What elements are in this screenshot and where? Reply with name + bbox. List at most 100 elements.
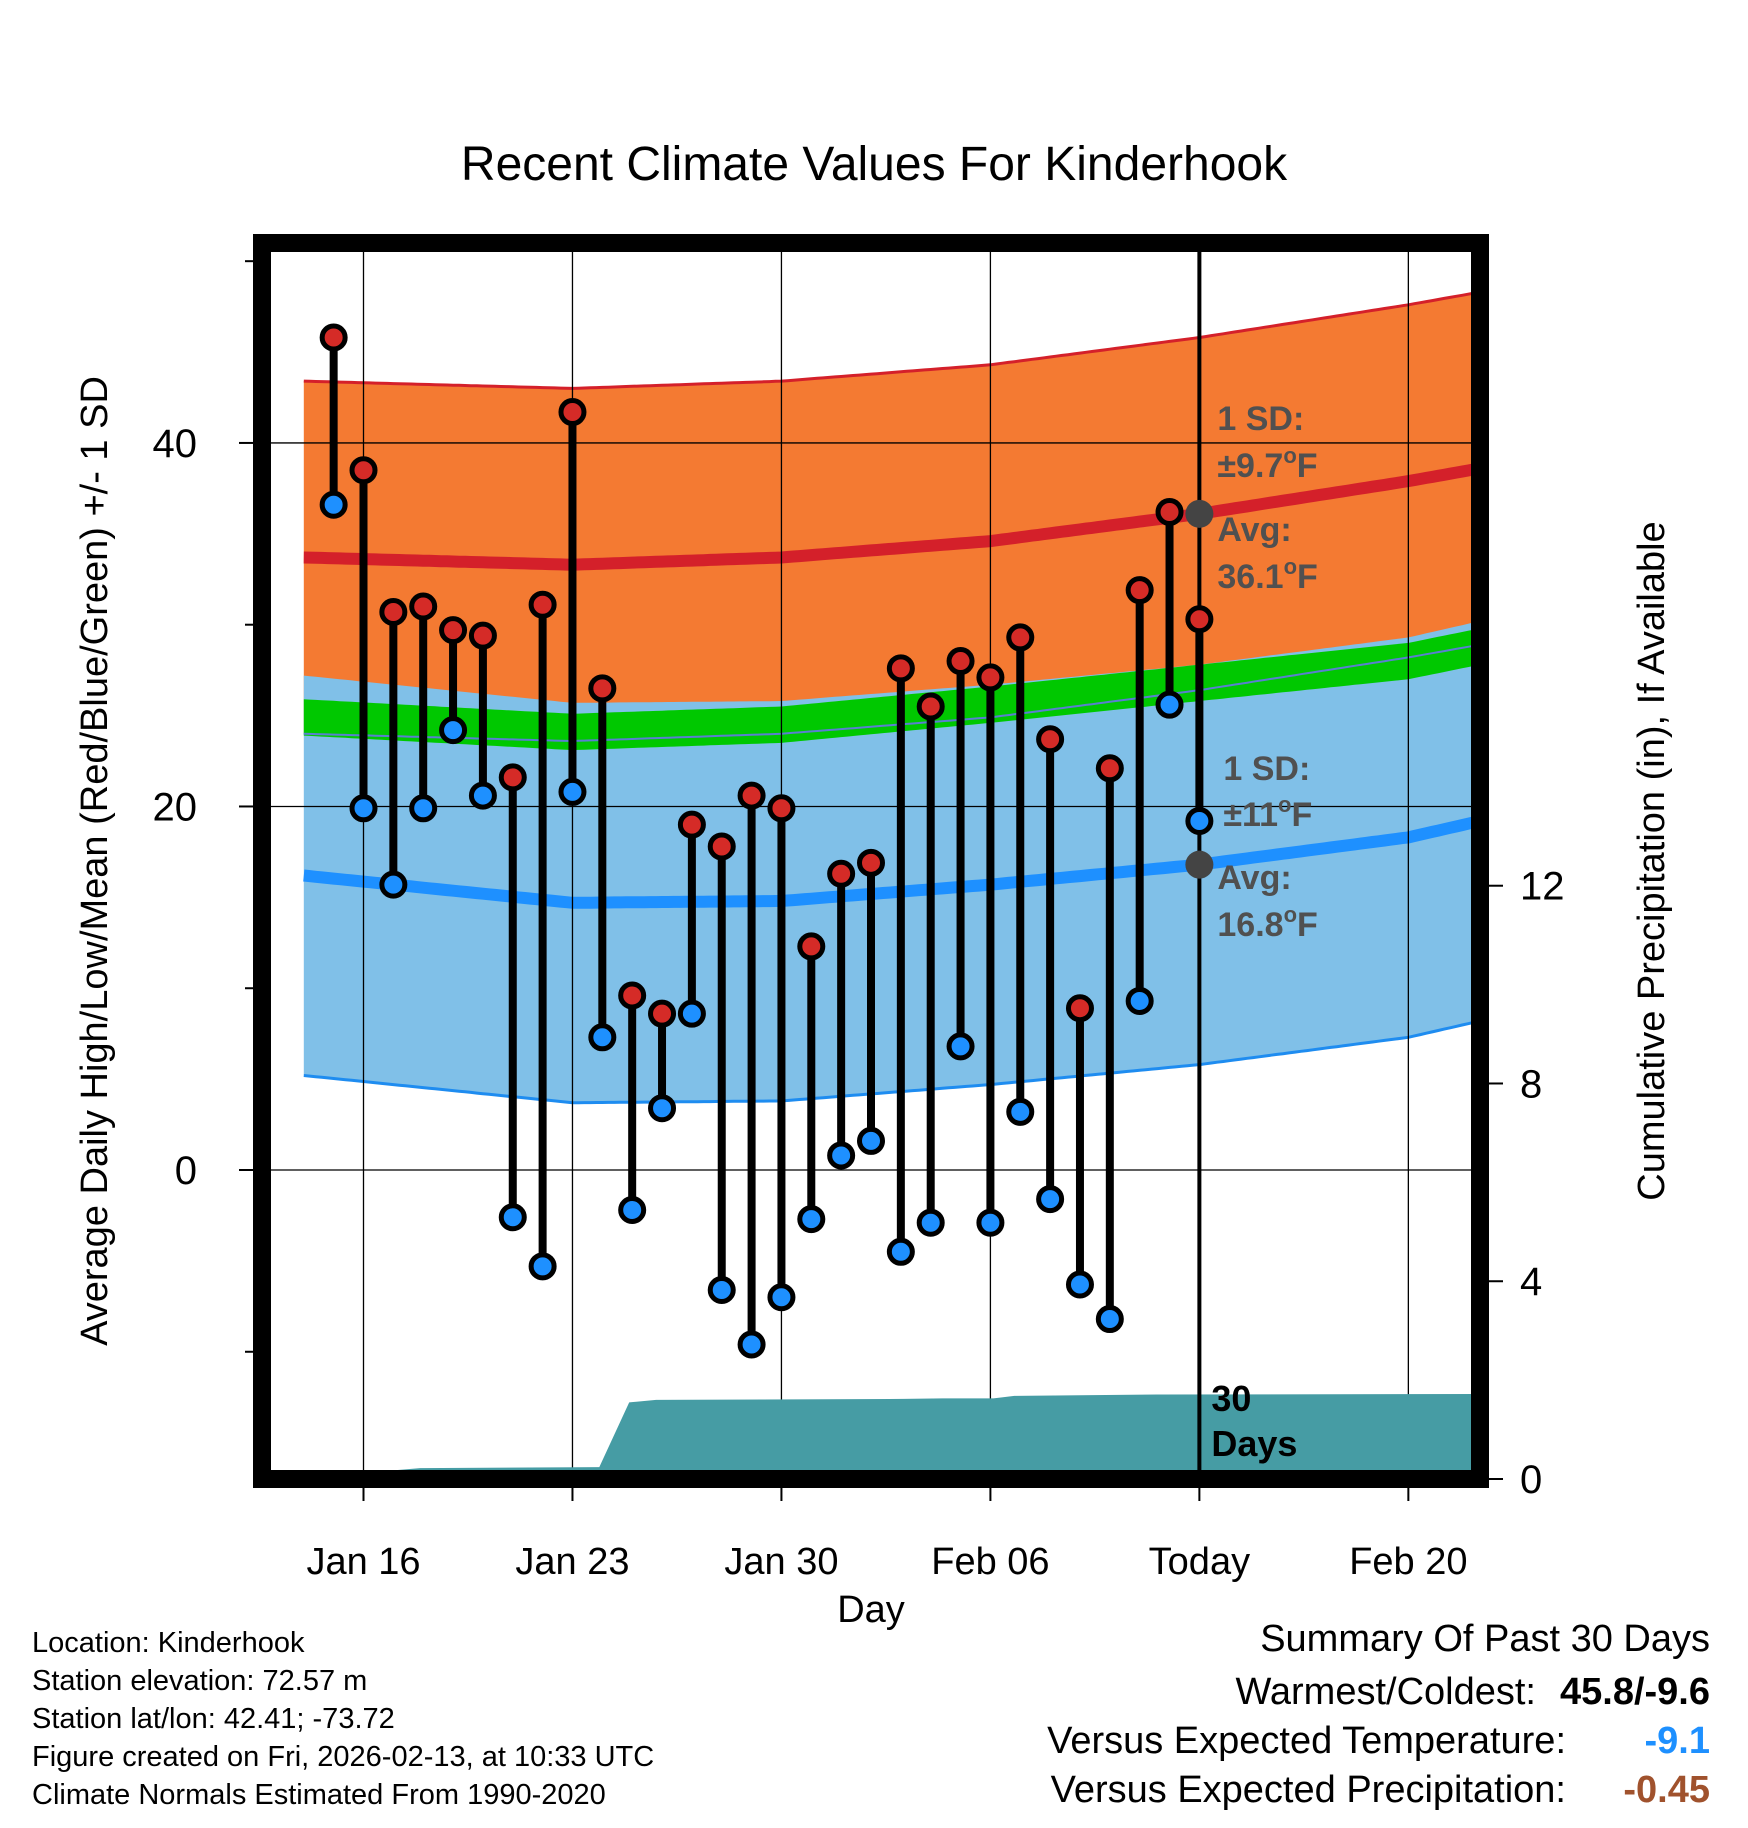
y-right-tick-label: 0 bbox=[1520, 1458, 1542, 1502]
warmest-value: 45.8/-9.6 bbox=[1560, 1671, 1710, 1713]
y-right-tick-label: 4 bbox=[1520, 1260, 1542, 1304]
x-tick-label: Jan 30 bbox=[724, 1541, 838, 1583]
low-sd-label: 1 SD: bbox=[1223, 750, 1310, 788]
high-normal-line bbox=[303, 462, 1480, 571]
high-marker bbox=[737, 781, 766, 810]
x-tick-label: Jan 16 bbox=[306, 1541, 420, 1583]
low-marker bbox=[1036, 1185, 1065, 1214]
high-marker bbox=[1036, 725, 1065, 754]
high-marker bbox=[797, 932, 826, 961]
plot-frame bbox=[253, 234, 1489, 1488]
high-sd-value: ±9.7oF bbox=[1217, 443, 1317, 485]
created-text: Figure created on Fri, 2026-02-13, at 10… bbox=[32, 1741, 655, 1773]
low-marker bbox=[707, 1275, 736, 1304]
elevation-text: Station elevation: 72.57 m bbox=[32, 1665, 368, 1697]
normal-bands bbox=[303, 290, 1480, 1105]
annotations: 1 SD: ±9.7oF Avg: 36.1oF 1 SD: ±11oF Avg: 16.8o… bbox=[1185, 400, 1318, 1464]
low-marker bbox=[528, 1252, 557, 1281]
high-marker bbox=[1065, 994, 1094, 1023]
warmest-row: Warmest/Coldest: 45.8/-9.6 bbox=[1047, 1671, 1710, 1714]
high-avg-value: 36.1oF bbox=[1217, 554, 1317, 596]
high-marker bbox=[916, 692, 945, 721]
low-sd-value: ±11oF bbox=[1223, 792, 1312, 834]
chart-title: Recent Climate Values For Kinderhook bbox=[461, 138, 1288, 191]
high-marker bbox=[498, 763, 527, 792]
high-marker bbox=[439, 616, 468, 645]
high-marker bbox=[618, 981, 647, 1010]
high-marker bbox=[1095, 754, 1124, 783]
days-word-label: Days bbox=[1211, 1423, 1297, 1464]
low-marker bbox=[677, 999, 706, 1028]
days-number-label: 30 bbox=[1211, 1378, 1251, 1419]
y-tick-label: 20 bbox=[153, 785, 198, 829]
high-marker bbox=[349, 456, 378, 485]
low-normal-line bbox=[303, 815, 1480, 909]
high-marker bbox=[468, 621, 497, 650]
low-marker bbox=[1095, 1305, 1124, 1334]
high-sd-band bbox=[303, 292, 1480, 741]
low-marker bbox=[827, 1141, 856, 1170]
high-marker bbox=[648, 999, 677, 1028]
high-marker bbox=[976, 663, 1005, 692]
summary-panel: Summary Of Past 30 Days Warmest/Coldest:… bbox=[1047, 1618, 1710, 1812]
high-marker bbox=[409, 592, 438, 621]
low-marker bbox=[409, 794, 438, 823]
low-marker bbox=[558, 777, 587, 806]
low-marker bbox=[1155, 690, 1184, 719]
low-marker bbox=[886, 1237, 915, 1266]
y-axis-label: Average Daily High/Low/Mean (Red/Blue/Gr… bbox=[74, 376, 116, 1346]
high-marker bbox=[767, 794, 796, 823]
precip-label: Versus Expected Precipitation: bbox=[1050, 1769, 1566, 1811]
high-marker bbox=[886, 654, 915, 683]
low-marker bbox=[797, 1205, 826, 1234]
low-marker bbox=[1065, 1270, 1094, 1299]
y-tick-label: 40 bbox=[153, 422, 198, 466]
low-marker bbox=[1185, 807, 1214, 836]
today-low-avg-marker bbox=[1185, 850, 1214, 879]
low-lower-edge bbox=[303, 1019, 1480, 1105]
low-marker bbox=[379, 870, 408, 899]
high-marker bbox=[1185, 605, 1214, 634]
high-marker bbox=[1006, 623, 1035, 652]
x-axis-label: Day bbox=[837, 1589, 905, 1631]
observations bbox=[319, 323, 1214, 1359]
summary-title: Summary Of Past 30 Days bbox=[1260, 1618, 1710, 1660]
warmest-label: Warmest/Coldest: bbox=[1235, 1671, 1536, 1713]
precip-row: Versus Expected Precipitation: -0.45 bbox=[1047, 1769, 1710, 1812]
low-marker bbox=[737, 1330, 766, 1359]
axes: Jan 16 Jan 23 Jan 30 Feb 06 Today Feb 2002040… bbox=[153, 260, 1565, 1583]
precipitation-area bbox=[360, 1394, 1480, 1479]
station-info: Location: Kinderhook Station elevation: … bbox=[32, 1624, 654, 1814]
low-marker bbox=[439, 716, 468, 745]
high-upper-edge bbox=[303, 290, 1480, 390]
low-marker bbox=[976, 1208, 1005, 1237]
x-tick-label: Feb 20 bbox=[1349, 1541, 1467, 1583]
y-axis-right-label: Cumulative Precipitation (in), If Availa… bbox=[1631, 521, 1673, 1200]
low-marker bbox=[349, 794, 378, 823]
high-marker bbox=[1155, 498, 1184, 527]
high-marker bbox=[528, 590, 557, 619]
low-marker bbox=[767, 1283, 796, 1312]
y-tick-label: 0 bbox=[175, 1149, 197, 1193]
low-marker bbox=[916, 1208, 945, 1237]
precipitation-fill bbox=[360, 1394, 1480, 1479]
low-marker bbox=[498, 1203, 527, 1232]
low-marker bbox=[857, 1126, 885, 1155]
low-avg-value: 16.8oF bbox=[1217, 902, 1317, 944]
low-marker bbox=[319, 490, 348, 519]
today-high-avg-marker bbox=[1185, 499, 1214, 528]
low-marker bbox=[468, 781, 497, 810]
low-marker bbox=[1006, 1097, 1035, 1126]
low-marker bbox=[1125, 986, 1154, 1015]
high-marker bbox=[827, 859, 856, 888]
mean-normal-line bbox=[303, 628, 1480, 751]
latlon-text: Station lat/lon: 42.41; -73.72 bbox=[32, 1703, 395, 1735]
normals-text: Climate Normals Estimated From 1990-2020 bbox=[32, 1779, 606, 1811]
temp-value: -9.1 bbox=[1644, 1720, 1710, 1762]
high-marker bbox=[857, 848, 885, 877]
temp-row: Versus Expected Temperature: -9.1 bbox=[1047, 1720, 1710, 1763]
high-lower-edge bbox=[303, 643, 1480, 743]
x-tick-label: Jan 23 bbox=[515, 1541, 629, 1583]
low-marker bbox=[618, 1195, 647, 1224]
